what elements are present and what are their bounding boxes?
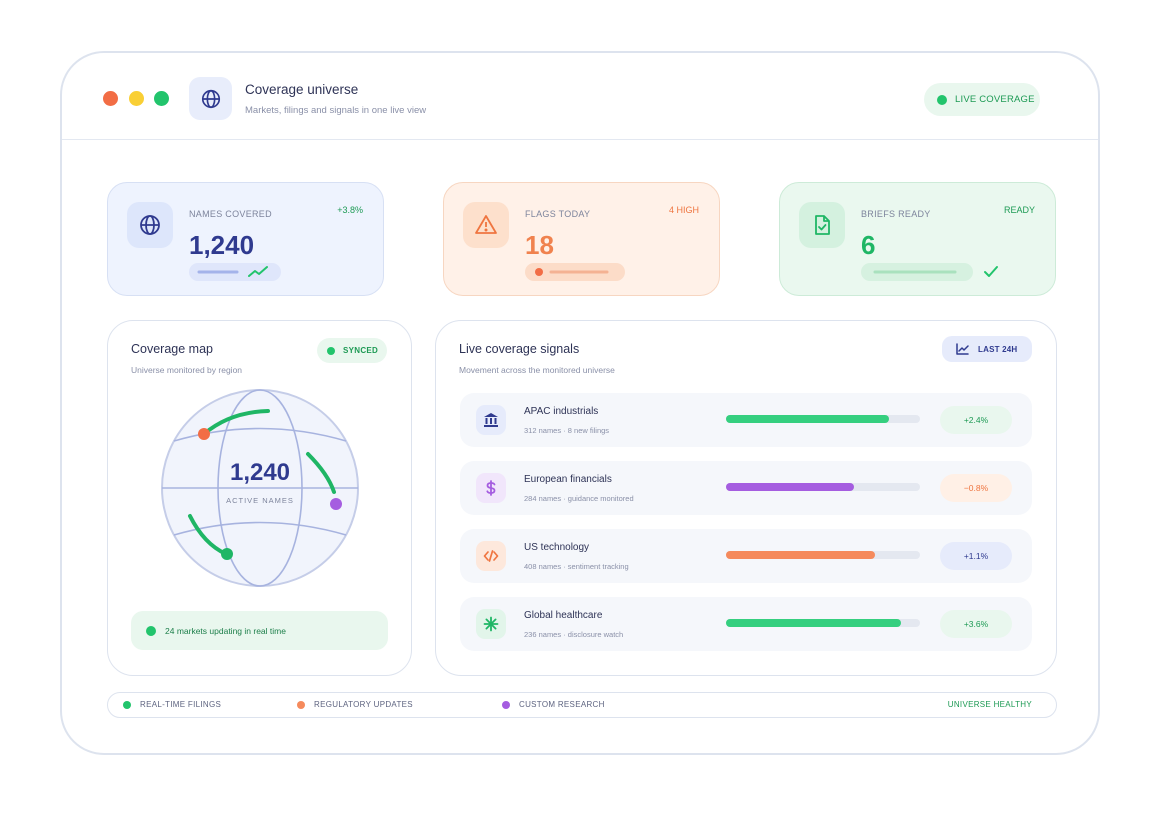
trend-pill: [189, 263, 281, 281]
signal-name: Global healthcare: [524, 610, 603, 621]
maximize-window-button[interactable]: [154, 91, 169, 106]
flags-today-card[interactable]: FLAGS TODAY 4 HIGH 18: [443, 182, 720, 296]
markets-status-bar: 24 markets updating in real time: [131, 611, 388, 650]
signal-row[interactable]: APAC industrials 312 names · 8 new filin…: [460, 393, 1032, 447]
panel-title: Live coverage signals: [459, 342, 580, 356]
panel-subtitle: Universe monitored by region: [131, 365, 243, 375]
region-marker-purple: [330, 498, 342, 510]
legend-dot: [123, 700, 131, 709]
markets-status-text: 24 markets updating in real time: [165, 625, 286, 636]
signal-progress: [726, 483, 920, 491]
file-check-icon: [799, 202, 845, 248]
stat-badge: 4 HIGH: [668, 205, 699, 215]
signal-detail: 236 names · disclosure watch: [524, 630, 624, 639]
signal-row[interactable]: Global healthcare 236 names · disclosure…: [460, 597, 1032, 651]
signal-progress-fill: [726, 619, 901, 627]
signal-delta: +1.1%: [940, 542, 1012, 570]
signal-name: US technology: [524, 542, 590, 553]
legend-dot: [502, 700, 510, 709]
chart-line-icon: [956, 343, 969, 355]
stat-label: BRIEFS READY: [861, 209, 931, 219]
legend-label: REAL-TIME FILINGS: [140, 700, 222, 709]
legend-item: CUSTOM RESEARCH: [502, 693, 605, 716]
legend-label: REGULATORY UPDATES: [314, 700, 413, 709]
page-subtitle: Markets, filings and signals in one live…: [245, 105, 427, 116]
signal-row[interactable]: European financials 284 names · guidance…: [460, 461, 1032, 515]
stat-badge: READY: [1003, 205, 1035, 215]
legend-bar: REAL-TIME FILINGS REGULATORY UPDATES CUS…: [107, 692, 1057, 718]
live-coverage-label: LIVE COVERAGE: [955, 94, 1035, 105]
code-icon: [476, 541, 506, 571]
stat-label: NAMES COVERED: [189, 209, 272, 219]
panel-title: Coverage map: [131, 342, 213, 356]
stat-label: FLAGS TODAY: [525, 209, 591, 219]
synced-badge[interactable]: SYNCED: [317, 338, 387, 363]
legend-dot: [297, 700, 305, 709]
asterisk-icon: [476, 609, 506, 639]
time-range-label: LAST 24H: [978, 344, 1018, 354]
time-range-button[interactable]: LAST 24H: [942, 336, 1032, 362]
signal-progress-fill: [726, 483, 855, 491]
dollar-icon: [476, 473, 506, 503]
region-marker-green: [221, 548, 233, 560]
stat-value: 6: [861, 230, 876, 260]
globe-map[interactable]: [160, 388, 360, 588]
stat-value: 18: [525, 230, 554, 260]
signal-progress: [726, 415, 920, 423]
signal-progress: [726, 551, 920, 559]
signal-name: APAC industrials: [524, 406, 599, 417]
panel-subtitle: Movement across the monitored universe: [459, 365, 615, 375]
close-window-button[interactable]: [103, 91, 118, 106]
page-title: Coverage universe: [245, 82, 359, 97]
globe-icon: [127, 202, 173, 248]
globe-icon: [189, 77, 232, 120]
signal-progress-fill: [726, 415, 889, 423]
coverage-arc-east: [306, 452, 336, 494]
signal-name: European financials: [524, 474, 612, 485]
synced-dot: [327, 346, 335, 355]
names-covered-card[interactable]: NAMES COVERED +3.8% 1,240: [107, 182, 384, 296]
app-window: Coverage universe Markets, filings and s…: [60, 51, 1100, 755]
flags-pill: [525, 263, 625, 281]
bank-icon: [476, 405, 506, 435]
stat-value: 1,240: [189, 230, 255, 260]
live-coverage-badge[interactable]: LIVE COVERAGE: [924, 83, 1040, 116]
stat-badge: +3.8%: [337, 205, 363, 215]
legend-item: REAL-TIME FILINGS: [123, 693, 221, 716]
signal-row[interactable]: US technology 408 names · sentiment trac…: [460, 529, 1032, 583]
coverage-arc-north: [202, 409, 270, 436]
active-names-value: 1,240: [229, 459, 291, 486]
title-bar: Coverage universe Markets, filings and s…: [62, 53, 1098, 140]
minimize-window-button[interactable]: [129, 91, 144, 106]
signal-detail: 408 names · sentiment tracking: [524, 562, 629, 571]
trend-up-icon: [248, 266, 268, 277]
synced-label: SYNCED: [343, 346, 379, 355]
region-marker-orange: [198, 428, 210, 440]
briefs-pill: [861, 263, 973, 281]
signal-progress-fill: [726, 551, 876, 559]
signal-delta: +2.4%: [940, 406, 1012, 434]
signal-progress: [726, 619, 920, 627]
briefs-ready-card[interactable]: BRIEFS READY READY 6: [779, 182, 1056, 296]
live-status-dot: [937, 94, 947, 105]
legend-item: REGULATORY UPDATES: [297, 693, 413, 716]
legend-label: CUSTOM RESEARCH: [519, 700, 605, 709]
coverage-map-panel: Coverage map Universe monitored by regio…: [107, 320, 412, 676]
signal-delta: +3.6%: [940, 610, 1012, 638]
signal-delta: −0.8%: [940, 474, 1012, 502]
markets-status-dot: [146, 625, 156, 636]
active-names-label: ACTIVE NAMES: [226, 496, 294, 505]
signal-detail: 312 names · 8 new filings: [524, 426, 610, 435]
check-icon: [984, 266, 998, 277]
universe-health-status: UNIVERSE HEALTHY: [947, 700, 1032, 709]
alert-triangle-icon: [463, 202, 509, 248]
signal-detail: 284 names · guidance monitored: [524, 494, 634, 503]
coverage-signals-panel: Live coverage signals Movement across th…: [435, 320, 1057, 676]
